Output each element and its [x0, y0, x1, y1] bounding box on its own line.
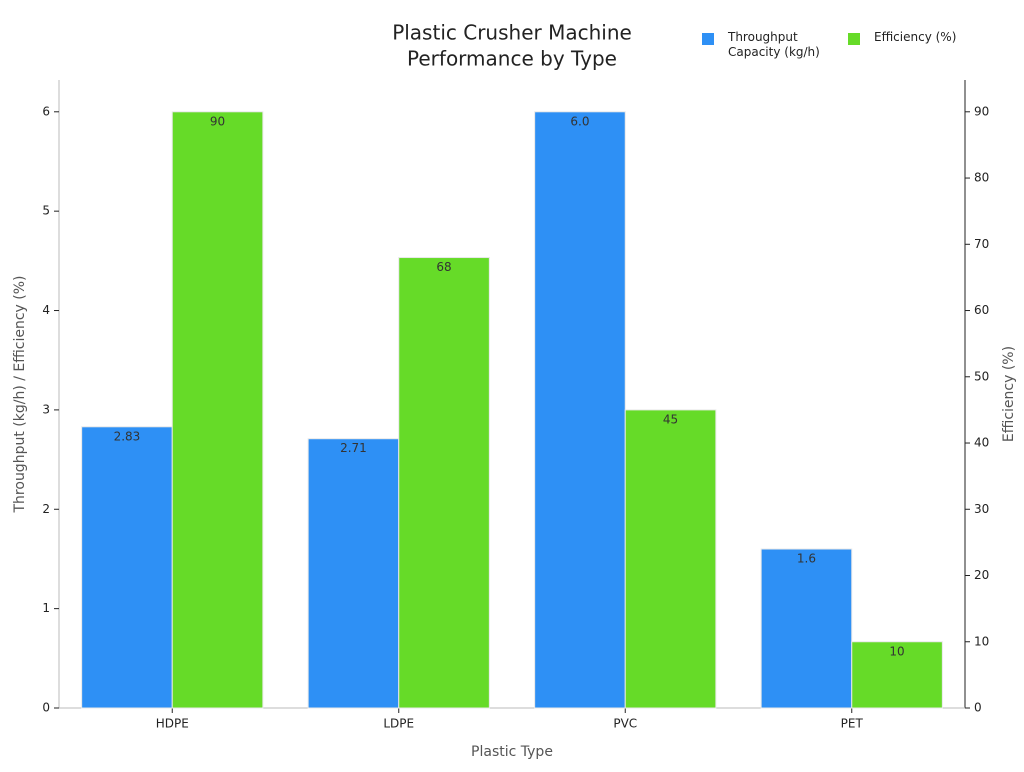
y-tick-label: 6	[42, 104, 50, 118]
y2-tick-label: 10	[974, 634, 989, 648]
bar	[624, 409, 717, 709]
y-tick-label: 4	[42, 303, 50, 317]
y-axis-label: Throughput (kg/h) / Efficiency (%)	[12, 275, 28, 513]
y-tick-label: 0	[42, 701, 50, 715]
value-label: 10	[889, 644, 904, 658]
y2-tick-label: 80	[974, 171, 989, 185]
bar	[307, 438, 400, 709]
chart-title: Plastic Crusher Machine	[392, 21, 632, 45]
legend: Throughput Capacity (kg/h) Efficiency (%)	[702, 30, 974, 60]
y2-axis-label: Efficiency (%)	[1001, 346, 1017, 442]
value-label: 6.0	[570, 114, 589, 128]
value-label: 2.83	[114, 429, 141, 443]
value-label: 90	[210, 114, 225, 128]
bar	[171, 111, 264, 709]
y2-tick-label: 50	[974, 369, 989, 383]
y2-tick-label: 30	[974, 502, 989, 516]
legend-item: Efficiency (%)	[848, 30, 974, 60]
x-tick-label: HDPE	[156, 717, 189, 731]
legend-label: Throughput Capacity (kg/h)	[728, 30, 820, 59]
y2-tick-label: 40	[974, 436, 989, 450]
chart-title: Performance by Type	[407, 47, 617, 71]
y2-tick-label: 60	[974, 303, 989, 317]
bar	[851, 641, 943, 709]
bar	[760, 548, 853, 709]
y2-tick-label: 20	[974, 568, 989, 582]
y2-tick-label: 70	[974, 237, 989, 251]
y-tick-label: 2	[42, 502, 50, 516]
x-axis-label: Plastic Type	[471, 744, 553, 760]
bar	[81, 426, 173, 709]
value-label: 45	[663, 412, 678, 426]
legend-item: Throughput Capacity (kg/h)	[702, 30, 828, 60]
x-tick-label: LDPE	[383, 717, 414, 731]
bar	[398, 257, 490, 709]
legend-label: Efficiency (%)	[874, 30, 957, 44]
value-label: 68	[436, 260, 451, 274]
bar	[534, 111, 626, 709]
x-tick-label: PVC	[613, 717, 637, 731]
y-tick-label: 5	[42, 204, 50, 218]
value-label: 2.71	[340, 441, 367, 455]
x-tick-label: PET	[841, 717, 864, 731]
y2-tick-label: 90	[974, 104, 989, 118]
y2-tick-label: 0	[974, 701, 982, 715]
y-tick-label: 3	[42, 402, 50, 416]
y-tick-label: 1	[42, 601, 50, 615]
legend-swatch	[848, 33, 860, 45]
legend-swatch	[702, 33, 714, 45]
value-label: 1.6	[797, 552, 816, 566]
